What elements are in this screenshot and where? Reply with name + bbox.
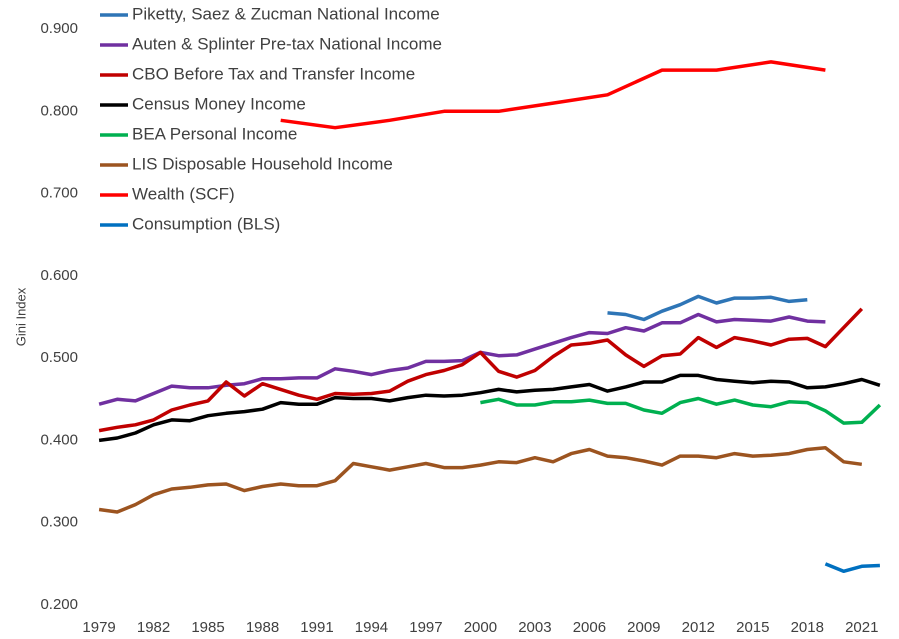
x-tick-label: 1991 (300, 619, 333, 636)
legend-label: Consumption (BLS) (132, 214, 280, 233)
legend-label: LIS Disposable Household Income (132, 154, 393, 173)
legend-label: BEA Personal Income (132, 124, 297, 143)
x-tick-label: 1982 (137, 619, 170, 636)
series-line (98, 446, 863, 514)
x-tick-label: 2009 (627, 619, 660, 636)
series-line (280, 60, 826, 130)
y-axis-label: Gini Index (13, 287, 28, 346)
x-tick-label: 2006 (573, 619, 606, 636)
x-tick-label: 2003 (518, 619, 551, 636)
x-tick-label: 1994 (355, 619, 388, 636)
series-line (824, 562, 880, 574)
legend-label: Piketty, Saez & Zucman National Income (132, 4, 440, 23)
legend-label: Wealth (SCF) (132, 184, 235, 203)
x-tick-label: 1988 (246, 619, 279, 636)
series-line (607, 294, 808, 322)
x-tick-label: 2012 (682, 619, 715, 636)
x-tick-label: 2018 (791, 619, 824, 636)
x-tick-label: 2000 (464, 619, 497, 636)
series-line (98, 307, 864, 433)
series-line (480, 396, 882, 425)
x-tick-label: 1997 (409, 619, 442, 636)
y-tick-label: 0.900 (40, 20, 78, 37)
x-tick-label: 1979 (82, 619, 115, 636)
x-tick-label: 2021 (845, 619, 878, 636)
legend-label: Census Money Income (132, 94, 306, 113)
y-tick-label: 0.200 (40, 596, 78, 613)
y-tick-label: 0.500 (40, 349, 78, 366)
y-tick-label: 0.600 (40, 267, 78, 284)
x-tick-label: 2015 (736, 619, 769, 636)
series-line (98, 373, 881, 443)
legend-label: Auten & Splinter Pre-tax National Income (132, 34, 442, 53)
legend-label: CBO Before Tax and Transfer Income (132, 64, 415, 83)
y-tick-label: 0.700 (40, 185, 78, 202)
y-tick-label: 0.800 (40, 102, 78, 119)
y-tick-label: 0.400 (40, 431, 78, 448)
series-line (98, 312, 826, 406)
y-tick-label: 0.300 (40, 514, 78, 531)
x-tick-label: 1985 (191, 619, 224, 636)
